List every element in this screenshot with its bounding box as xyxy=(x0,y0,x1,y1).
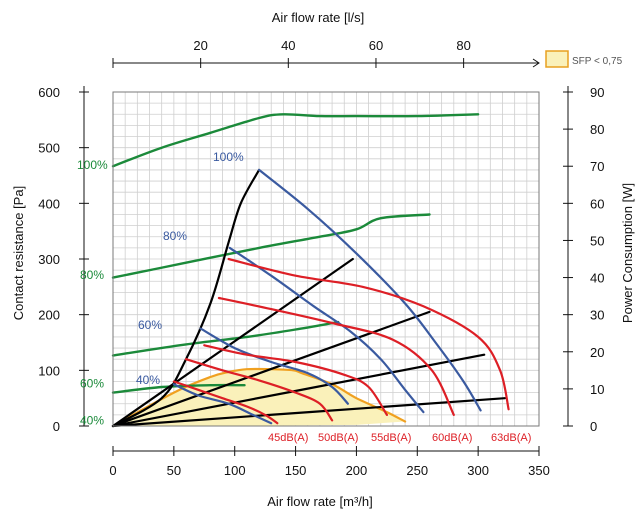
sound-curve-label: 60dB(A) xyxy=(432,432,472,444)
power-curve-2 xyxy=(111,320,340,357)
x-tick-label: 0 xyxy=(109,463,116,478)
sound-curve-label: 50dB(A) xyxy=(318,432,358,444)
x-tick-label: 350 xyxy=(528,463,550,478)
right-tick-label: 90 xyxy=(590,85,604,100)
grid xyxy=(112,91,540,427)
y-tick-label: 200 xyxy=(38,308,60,323)
right-tick-label: 10 xyxy=(590,382,604,397)
x-tick-label: 50 xyxy=(167,463,181,478)
right-tick-label: 50 xyxy=(590,233,604,248)
sound-curve-label: 63dB(A) xyxy=(491,432,531,444)
y-tick-label: 0 xyxy=(53,419,60,434)
fan-curve-label: 80% xyxy=(163,229,187,243)
fan-curve-2 xyxy=(199,327,349,405)
right-tick-label: 40 xyxy=(590,271,604,286)
top-tick-label: 60 xyxy=(369,38,383,53)
curves xyxy=(111,113,510,428)
fan-curve-3 xyxy=(172,383,273,425)
x-tick-label: 100 xyxy=(224,463,246,478)
y-axis-label: Contact resistance [Pa] xyxy=(11,186,26,320)
right-tick-label: 60 xyxy=(590,196,604,211)
x-tick-label: 300 xyxy=(467,463,489,478)
top-axis-arrow xyxy=(532,58,540,68)
power-curve-label: 80% xyxy=(80,268,104,282)
power-curve-label: 40% xyxy=(80,414,104,428)
sound-curve-0 xyxy=(172,380,279,425)
sfp-boundary-line xyxy=(111,367,407,428)
top-tick-label: 80 xyxy=(456,38,470,53)
sound-curve-4 xyxy=(227,257,510,411)
top-tick-label: 40 xyxy=(281,38,295,53)
fan-curve-1 xyxy=(228,246,425,414)
x-axis-label: Air flow rate [m³/h] xyxy=(267,494,372,509)
fan-curve-label: 40% xyxy=(136,373,160,387)
fan-curve-label: 60% xyxy=(138,318,162,332)
right-tick-label: 70 xyxy=(590,159,604,174)
power-curve-0 xyxy=(111,113,480,168)
x-tick-label: 250 xyxy=(406,463,428,478)
power-curve-1 xyxy=(111,213,431,279)
y-tick-label: 400 xyxy=(38,196,60,211)
sound-curve-label: 55dB(A) xyxy=(371,432,411,444)
y-tick-label: 100 xyxy=(38,363,60,378)
y-tick-label: 500 xyxy=(38,141,60,156)
system-curve-4 xyxy=(111,397,506,428)
plot-frame xyxy=(112,91,540,427)
y-tick-label: 600 xyxy=(38,85,60,100)
legend-label: SFP < 0,75 xyxy=(572,56,623,67)
top-axis-label: Air flow rate [l/s] xyxy=(272,10,364,25)
right-tick-label: 30 xyxy=(590,308,604,323)
fan-curve-label: 100% xyxy=(213,150,244,164)
sound-curve-1 xyxy=(184,358,334,422)
y-tick-label: 300 xyxy=(38,252,60,267)
sound-curve-3 xyxy=(217,296,455,416)
curve-labels: 100% 80% 60% 40% 100% 80% 60% 40% 45dB(A) 50dB(A)… xyxy=(77,150,531,444)
sound-curve-2 xyxy=(203,344,388,416)
right-tick-label: 0 xyxy=(590,419,597,434)
legend-swatch xyxy=(545,50,569,68)
fan-curve-0 xyxy=(258,168,482,412)
right-axis-label: Power Consumption [W] xyxy=(620,183,635,323)
x-tick-label: 150 xyxy=(285,463,307,478)
top-tick-label: 20 xyxy=(193,38,207,53)
sound-curve-label: 45dB(A) xyxy=(268,432,308,444)
system-curve-2 xyxy=(111,310,431,428)
right-tick-label: 80 xyxy=(590,122,604,137)
power-curve-label: 100% xyxy=(77,158,108,172)
legend: SFP < 0,75 xyxy=(545,50,623,68)
system-curve-1 xyxy=(111,257,354,428)
power-curve-label: 60% xyxy=(80,376,104,390)
x-tick-label: 200 xyxy=(346,463,368,478)
right-tick-label: 20 xyxy=(590,345,604,360)
system-curve-0 xyxy=(111,168,261,428)
